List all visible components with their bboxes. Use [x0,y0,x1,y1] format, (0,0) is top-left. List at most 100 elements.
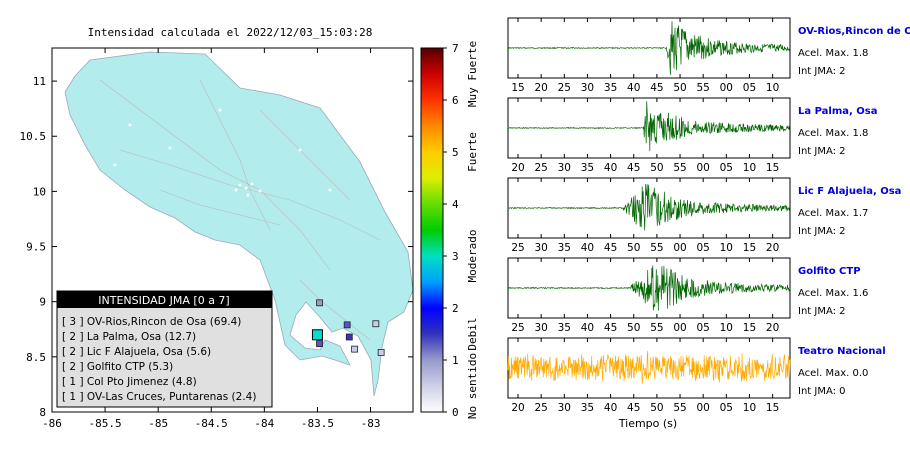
epicenter-marker [311,329,323,341]
x-tick-label: -83.5 [301,417,334,430]
y-tick-label: 8 [39,406,46,419]
x-tick-label: 10 [766,82,779,94]
map-x-axis: -86 -85.5 -85 -84.5 -84 -83.5 -83 [42,48,380,430]
y-tick-label: 9.5 [26,241,46,254]
legend-header [57,291,272,308]
x-tick-label: -84.5 [195,417,228,430]
x-tick-label: 10 [720,322,733,334]
x-tick-label: 15 [743,322,756,334]
waveform-panel: 20 25 30 35 40 45 50 55 00 05 10 15 La Palma, Osa Ace… [507,97,878,174]
x-tick-label: 40 [627,82,640,94]
x-tick-label: 30 [534,242,547,254]
x-tick-label: 50 [673,82,686,94]
station-marker [316,299,323,307]
colorbar-category-label: Debil [466,317,479,350]
road-network [99,79,381,341]
x-tick-label: 55 [650,242,663,254]
x-tick-label: 00 [673,322,686,334]
acel-max-label: Acel. Max. 1.8 [798,48,868,59]
intensity-colorbar: 0 1 2 3 4 5 6 7 No sentido Debil Moderado Fuerte Mu… [420,41,479,419]
x-tick-label: 45 [650,82,663,94]
x-tick-label: -86 [42,417,62,430]
y-tick-label: 8.5 [26,351,46,364]
station-name: Teatro Nacional [798,346,886,357]
station-marker [343,321,351,329]
x-tick-label: 55 [673,402,686,414]
legend-item: [ 2 ] La Palma, Osa (12.7) [62,331,196,343]
station-marker [377,349,385,356]
x-tick-label: 20 [534,82,547,94]
x-tick-label: 40 [581,242,594,254]
jma-intensity-label: Int JMA: 2 [798,226,846,237]
x-tick-label: 05 [696,242,709,254]
station-markers [311,299,385,356]
x-tick-label: 25 [511,322,524,334]
x-tick-label: 55 [696,82,709,94]
x-tick-label: 45 [604,322,617,334]
x-tick-label: 25 [534,402,547,414]
x-tick-label: -84 [254,417,274,430]
x-tick-label: 05 [696,322,709,334]
x-tick-label: 35 [581,402,594,414]
x-tick-label: -83 [361,417,381,430]
x-tick-label: 05 [720,162,733,174]
station-marker [351,345,359,353]
costa-rica-land [64,51,414,397]
x-tick-label: 35 [581,162,594,174]
y-tick-label: 9 [39,296,46,309]
x-tick-label: 55 [673,162,686,174]
x-tick-label: 25 [511,242,524,254]
colorbar-category-label: Muy Fuerte [466,41,479,107]
x-tick-label: 35 [558,242,571,254]
legend-item: [ 2 ] Lic F Alajuela, Osa (5.6) [62,346,211,358]
colorbar-tick-label: 1 [452,354,459,367]
x-tick-label: 45 [604,242,617,254]
x-tick-label: 20 [511,402,524,414]
x-tick-label: 05 [720,402,733,414]
jma-intensity-label: Int JMA: 0 [798,386,846,397]
x-tick-label: 15 [766,402,779,414]
x-tick-label: 40 [604,402,617,414]
x-tick-label: 30 [534,322,547,334]
jma-intensity-label: Int JMA: 2 [798,66,846,77]
x-tick-label: 30 [558,402,571,414]
station-marker [316,340,323,348]
colorbar-tick-label: 4 [452,198,459,211]
x-tick-label: 00 [696,402,709,414]
intensity-legend: INTENSIDAD JMA [0 a 7] [ 3 ] OV-Rios,Rin… [56,290,273,408]
x-tick-label: 00 [720,82,733,94]
x-tick-label: 30 [558,162,571,174]
x-tick-label: 00 [673,242,686,254]
map-y-axis: 8 8.5 9 9.5 10 10.5 11 [20,75,413,419]
waveform-panel: 20 25 30 35 40 45 50 55 00 05 10 15 Teatro Nacional A… [507,337,886,414]
x-tick-label: 15 [766,162,779,174]
y-tick-label: 11 [33,75,46,88]
y-tick-label: 10 [33,185,46,198]
colorbar-tick-label: 3 [452,250,459,263]
x-tick-label: 25 [534,162,547,174]
x-tick-label: 25 [558,82,571,94]
legend-box [56,290,273,408]
acel-max-label: Acel. Max. 1.7 [798,208,868,219]
station-name: Golfito CTP [798,266,861,277]
x-tick-label: 10 [743,402,756,414]
legend-item: [ 3 ] OV-Rios,Rincon de Osa (69.4) [62,316,241,328]
colorbar-tick-label: 7 [452,42,459,55]
legend-title: INTENSIDAD JMA [0 a 7] [98,294,229,307]
x-tick-label: 15 [743,242,756,254]
waveform-trace [507,101,791,152]
waveform-panel: 25 30 35 40 45 50 55 00 05 10 15 20 Golfito CTP Acel.… [507,257,868,334]
station-name: OV-Rios,Rincon de Osa [798,26,910,37]
colorbar-category-label: Moderado [466,230,479,283]
town-dots [113,108,332,197]
waveform-trace [508,21,791,76]
x-tick-label: 40 [604,162,617,174]
acel-max-label: Acel. Max. 0.0 [798,368,868,379]
x-tick-label: 40 [581,322,594,334]
waveform-panel: 25 30 35 40 45 50 55 00 05 10 15 20 Lic F Alajuela, … [507,177,901,254]
colorbar-tick-label: 2 [452,302,459,315]
waveform-trace [507,351,791,384]
x-tick-label: 45 [627,162,640,174]
map-frame [51,47,414,413]
x-tick-label: 10 [743,162,756,174]
